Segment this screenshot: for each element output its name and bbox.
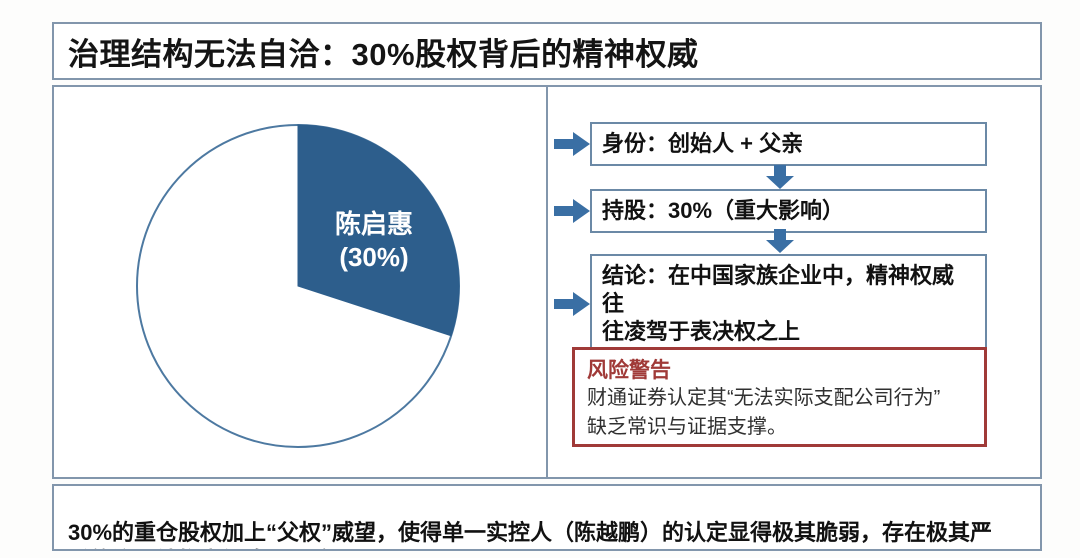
flow-step-box: 持股：30%（重大影响） bbox=[590, 189, 987, 233]
flow-step-identity: 身份：创始人 + 父亲 bbox=[554, 122, 987, 166]
pie-slice-30pct bbox=[297, 124, 460, 337]
pie-chart-panel: 陈启惠 (30%) bbox=[54, 87, 546, 477]
flow-step-shareholding: 持股：30%（重大影响） bbox=[554, 189, 987, 233]
panel-divider bbox=[546, 87, 548, 477]
right-arrow-icon bbox=[554, 292, 590, 316]
pie-slice-label-name: 陈启惠 bbox=[335, 209, 413, 239]
pie-chart: 陈启惠 (30%) bbox=[136, 124, 460, 448]
flow-diagram-panel: 身份：创始人 + 父亲 持股：30%（重大影响） 结论：在中国家族企业中，精神权… bbox=[548, 87, 1040, 477]
risk-warning-body: 财通证券认定其“无法实际支配公司行为” 缺乏常识与证据支撑。 bbox=[587, 387, 941, 438]
down-arrow-icon bbox=[766, 229, 794, 253]
content-panel: 陈启惠 (30%) 身份：创始人 + 父亲 持股：30%（重大影响） bbox=[52, 85, 1042, 479]
risk-warning-box: 风险警告 财通证券认定其“无法实际支配公司行为” 缺乏常识与证据支撑。 bbox=[572, 347, 987, 447]
slide-title: 治理结构无法自洽：30%股权背后的精神权威 bbox=[68, 36, 699, 72]
flow-step-box: 身份：创始人 + 父亲 bbox=[590, 122, 987, 166]
flow-step-box: 结论：在中国家族企业中，精神权威往 往凌驾于表决权之上 bbox=[590, 254, 987, 354]
right-arrow-icon bbox=[554, 132, 590, 156]
right-arrow-icon bbox=[554, 199, 590, 223]
slide-title-box: 治理结构无法自洽：30%股权背后的精神权威 bbox=[52, 22, 1042, 80]
slide-footer-box: 30%的重仓股权加上“父权”威望，使得单一实控人（陈越鹏）的认定显得极其脆弱，存… bbox=[52, 484, 1042, 551]
pie-slice-label-value: (30%) bbox=[339, 242, 408, 272]
flow-step-conclusion: 结论：在中国家族企业中，精神权威往 往凌驾于表决权之上 bbox=[554, 254, 987, 354]
risk-warning-title: 风险警告 bbox=[587, 359, 671, 382]
down-arrow-icon bbox=[766, 165, 794, 189]
slide-footer-text: 30%的重仓股权加上“父权”威望，使得单一实控人（陈越鹏）的认定显得极其脆弱，存… bbox=[68, 520, 993, 549]
